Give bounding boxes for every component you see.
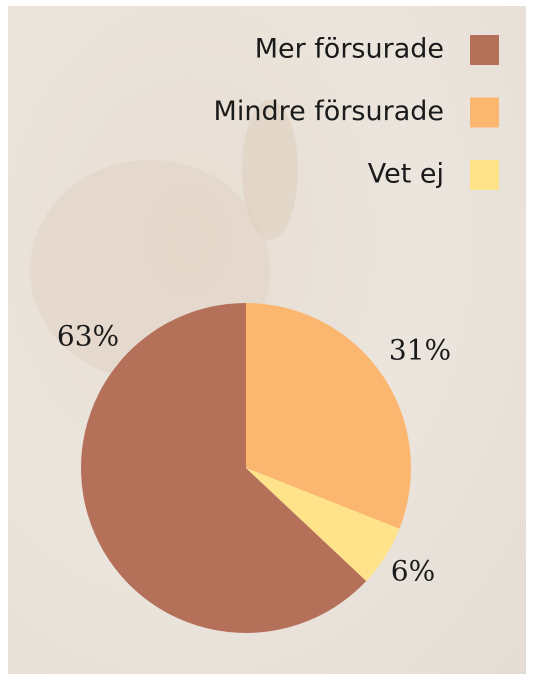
legend-label: Vet ej (368, 159, 444, 190)
legend-swatch (470, 35, 499, 65)
value-label: 63% (57, 320, 119, 353)
legend-label: Mindre försurade (214, 96, 444, 127)
pie-slice (80, 303, 367, 633)
legend-swatch (470, 97, 499, 128)
value-label: 6% (391, 555, 435, 588)
legend-label: Mer försurade (255, 34, 444, 65)
value-label: 31% (389, 334, 451, 367)
legend-swatch (470, 160, 499, 190)
pie-slice (246, 303, 411, 529)
pie-slice (246, 468, 400, 581)
background-shape (242, 100, 298, 240)
